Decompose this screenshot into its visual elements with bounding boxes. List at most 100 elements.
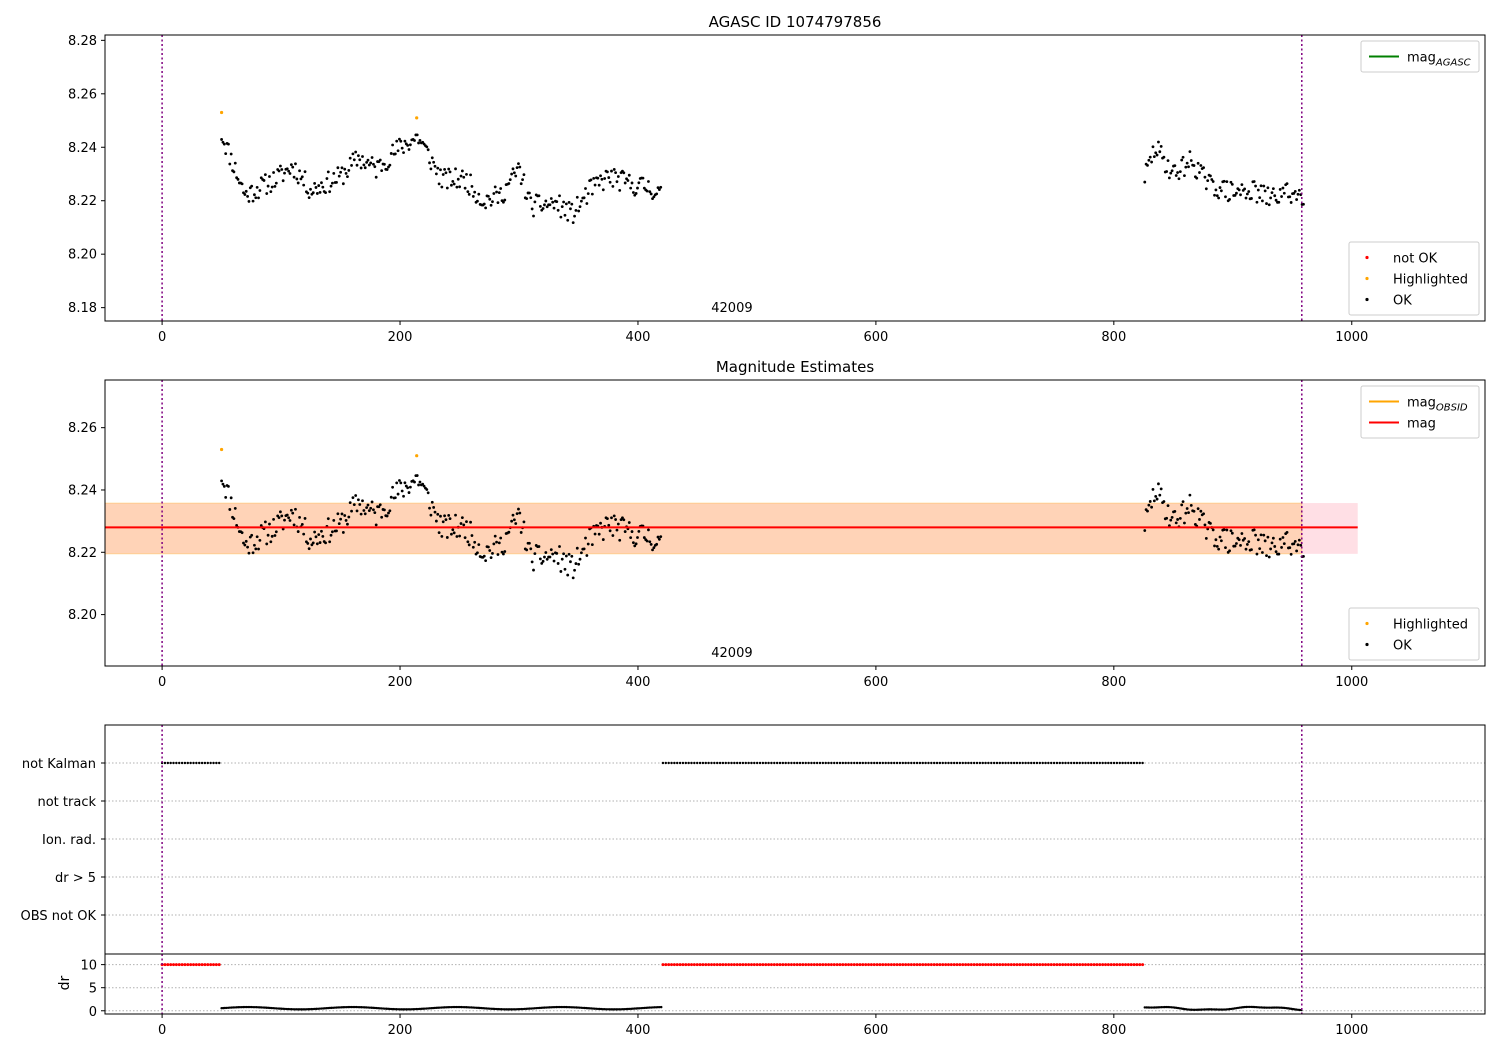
panel1-ok-point (270, 185, 274, 189)
panel2-ok-point (362, 509, 366, 512)
panel2-ok-point (421, 482, 425, 486)
panel1-ok-point (631, 191, 635, 194)
panel2-ok-point (1184, 511, 1188, 515)
panel4-flagged-point (1115, 963, 1119, 967)
panel2-ok-point (298, 515, 301, 519)
panel1-ok-point (497, 191, 501, 195)
panel1-ok-point (522, 173, 526, 177)
panel1-ok-point (240, 182, 244, 186)
panel2-ok-point (574, 562, 578, 565)
panel2-ok-point (268, 522, 271, 526)
panel1-ok-point (263, 173, 267, 177)
panel3-flag-point (930, 761, 933, 765)
panel4-dr-point (660, 1005, 663, 1009)
panel2-ok-point (1219, 539, 1223, 543)
panel1-ok-point (562, 200, 566, 204)
panel2-ok-point (636, 536, 639, 539)
panel4-flagged-point (964, 963, 968, 967)
panel2-ok-point (332, 518, 336, 522)
panel4-flagged-point (901, 963, 905, 967)
panel2-ok-point (599, 521, 602, 525)
panel4-dr-point (450, 1005, 453, 1009)
panel1-xtick-label: 1000 (1335, 330, 1368, 345)
panel1-ok-point (470, 184, 474, 188)
panel1-ok-point (560, 205, 564, 209)
panel4-flagged-point (738, 963, 742, 967)
panel4-flagged-point (712, 963, 716, 967)
panel3-flag-point (1141, 761, 1144, 765)
panel1-ok-point (378, 158, 382, 162)
panel3-flag-point (864, 761, 867, 765)
panel3-flag-point (961, 761, 964, 765)
panel1-ok-point (1192, 164, 1196, 167)
panel4-flagged-point (707, 963, 711, 967)
panel2-ok-point (280, 514, 284, 518)
panel1-ok-point (647, 180, 650, 183)
panel1-ok-point (611, 184, 615, 188)
panel3-flag-point (773, 761, 776, 765)
panel4-dr-point (458, 1005, 461, 1009)
panel4-dr-point (461, 1005, 465, 1009)
panel1-ok-point (607, 176, 611, 179)
panel2-ok-point (460, 516, 464, 519)
panel2-ok-point (586, 542, 590, 546)
panel4-dr-point (1205, 1008, 1208, 1011)
panel4-dr-point (1161, 1005, 1165, 1009)
panel3-flag-point (824, 761, 827, 765)
panel1-ok-point (1210, 178, 1214, 181)
panel1-ok-point (246, 194, 249, 198)
panel2-ok-point (1281, 536, 1285, 539)
panel2-ok-point (532, 568, 535, 572)
panel2-ok-point (417, 483, 420, 487)
panel2-ytick-label: 8.24 (68, 483, 97, 498)
panel1-ok-point (582, 196, 586, 200)
panel3-flag-point (1001, 761, 1004, 765)
panel2-ok-point (618, 538, 622, 542)
panel4-dr-point (1268, 1006, 1271, 1009)
panel3-flag-point (1124, 761, 1127, 765)
panel2-ok-point (1150, 505, 1153, 509)
panel2-ok-point (471, 545, 475, 549)
panel1-ok-point (1173, 164, 1177, 168)
panel1-ok-point (1162, 155, 1166, 159)
panel4-flagged-point (872, 963, 876, 967)
panel3-flag-point (1004, 761, 1007, 765)
panel2-ok-point (306, 542, 310, 545)
panel1-ok-point (489, 203, 493, 207)
panel2-ok-point (246, 545, 249, 549)
panel3-flag-point (793, 761, 796, 765)
panel2-ok-point (1225, 528, 1229, 532)
panel1-ok-point (592, 176, 596, 180)
panel4-flagged-point (709, 963, 713, 967)
panel4-flagged-point (975, 963, 979, 967)
panel1-ok-point (1225, 180, 1229, 183)
panel1-ok-point (232, 170, 236, 174)
panel1-ok-point (637, 181, 641, 185)
panel1-ok-point (462, 175, 466, 179)
panel2-ok-point (1263, 539, 1267, 543)
panel1-ok-point (1196, 161, 1200, 165)
panel3-flag-point (730, 761, 733, 765)
panel1-ok-point (1282, 191, 1286, 195)
panel1-ok-point (476, 199, 479, 203)
panel2-ok-point (630, 530, 634, 533)
panel4-dr-point (1195, 1008, 1198, 1012)
panel4-flagged-point (867, 963, 871, 967)
panel3-flag-point (781, 761, 785, 765)
panel4-flagged-point (847, 963, 851, 967)
panel1-ok-point (358, 158, 362, 162)
panel4-flagged-point (672, 963, 676, 967)
panel4-dr-point (1145, 1006, 1148, 1009)
panel1-ok-point (459, 174, 463, 178)
panel2-ok-point (1269, 547, 1273, 551)
panel1-xtick-label: 800 (1101, 330, 1126, 345)
panel4-flagged-point (921, 963, 925, 967)
panel3-flag-point (887, 761, 890, 765)
panel3-flag-point (186, 761, 189, 765)
panel2-ok-point (455, 535, 459, 538)
panel4-dr-point (351, 1005, 355, 1009)
panel3-flag-point (870, 761, 873, 765)
panel1-ok-point (365, 160, 369, 164)
panel3-flag-point (1118, 761, 1121, 765)
panel1-legend-label: Highlighted (1393, 273, 1468, 288)
